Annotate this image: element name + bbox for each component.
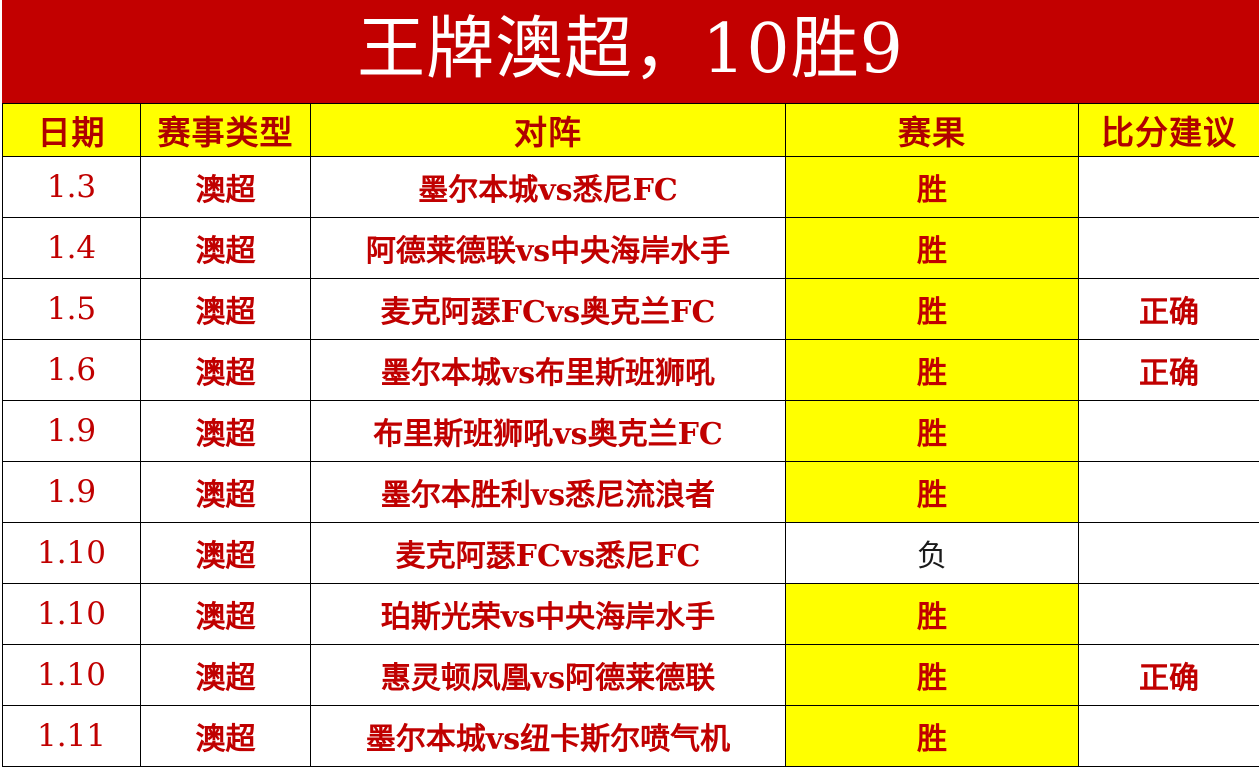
column-header-date: 日期: [3, 104, 141, 157]
cell-type: 澳超: [141, 218, 311, 279]
cell-type: 澳超: [141, 401, 311, 462]
cell-date: 1.10: [3, 584, 141, 645]
cell-date: 1.10: [3, 645, 141, 706]
cell-date: 1.3: [3, 157, 141, 218]
page-title: 王牌澳超，10胜9: [357, 16, 904, 84]
cell-match: 墨尔本胜利vs悉尼流浪者: [311, 462, 786, 523]
cell-date: 1.6: [3, 340, 141, 401]
cell-score: [1079, 218, 1259, 279]
cell-date: 1.4: [3, 218, 141, 279]
title-banner: 王牌澳超，10胜9: [2, 0, 1259, 103]
cell-score: [1079, 401, 1259, 462]
cell-match: 布里斯班狮吼vs奥克兰FC: [311, 401, 786, 462]
cell-result: 胜: [786, 157, 1079, 218]
cell-score: [1079, 157, 1259, 218]
cell-type: 澳超: [141, 462, 311, 523]
cell-match: 墨尔本城vs布里斯班狮吼: [311, 340, 786, 401]
cell-type: 澳超: [141, 279, 311, 340]
column-header-match: 对阵: [311, 104, 786, 157]
cell-score: [1079, 706, 1259, 767]
cell-date: 1.10: [3, 523, 141, 584]
cell-result: 胜: [786, 584, 1079, 645]
cell-date: 1.9: [3, 401, 141, 462]
cell-match: 墨尔本城vs悉尼FC: [311, 157, 786, 218]
cell-match: 珀斯光荣vs中央海岸水手: [311, 584, 786, 645]
cell-result: 胜: [786, 706, 1079, 767]
cell-match: 墨尔本城vs纽卡斯尔喷气机: [311, 706, 786, 767]
cell-date: 1.5: [3, 279, 141, 340]
cell-date: 1.9: [3, 462, 141, 523]
cell-type: 澳超: [141, 706, 311, 767]
cell-date: 1.11: [3, 706, 141, 767]
cell-score: [1079, 523, 1259, 584]
cell-type: 澳超: [141, 157, 311, 218]
cell-match: 阿德莱德联vs中央海岸水手: [311, 218, 786, 279]
cell-match: 惠灵顿凤凰vs阿德莱德联: [311, 645, 786, 706]
cell-score: 正确: [1079, 645, 1259, 706]
cell-type: 澳超: [141, 340, 311, 401]
cell-result: 负: [786, 523, 1079, 584]
cell-type: 澳超: [141, 645, 311, 706]
cell-result: 胜: [786, 218, 1079, 279]
table-header-row: 日期 赛事类型 对阵 赛果 比分建议: [3, 104, 1259, 157]
cell-match: 麦克阿瑟FCvs奥克兰FC: [311, 279, 786, 340]
cell-result: 胜: [786, 340, 1079, 401]
cell-type: 澳超: [141, 584, 311, 645]
cell-score: [1079, 462, 1259, 523]
column-header-result: 赛果: [786, 104, 1079, 157]
cell-match: 麦克阿瑟FCvs悉尼FC: [311, 523, 786, 584]
cell-result: 胜: [786, 645, 1079, 706]
cell-result: 胜: [786, 462, 1079, 523]
cell-type: 澳超: [141, 523, 311, 584]
cell-score: 正确: [1079, 279, 1259, 340]
cell-result: 胜: [786, 401, 1079, 462]
cell-score: [1079, 584, 1259, 645]
column-header-type: 赛事类型: [141, 104, 311, 157]
cell-result: 胜: [786, 279, 1079, 340]
column-header-score: 比分建议: [1079, 104, 1259, 157]
cell-score: 正确: [1079, 340, 1259, 401]
